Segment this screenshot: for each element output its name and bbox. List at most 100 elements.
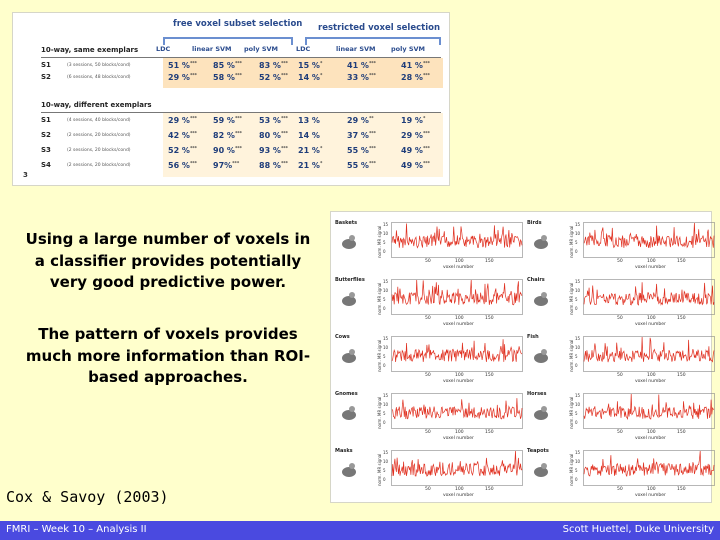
accuracy-value: 55 % bbox=[347, 161, 369, 170]
accuracy-value: 49 % bbox=[401, 146, 423, 155]
x-tick-label: 150 bbox=[485, 316, 494, 321]
x-tick-label: 100 bbox=[455, 430, 464, 435]
accuracy-value: 93 % bbox=[259, 146, 281, 155]
significance-stars: *** bbox=[232, 161, 240, 167]
accuracy-cell: 33 %*** bbox=[347, 73, 376, 82]
y-tick-label: 15 bbox=[383, 393, 389, 398]
significance-stars: *** bbox=[189, 146, 197, 152]
accuracy-cell: 28 %*** bbox=[401, 73, 430, 82]
accuracy-cell: 29 %** bbox=[347, 116, 374, 125]
accuracy-value: 33 % bbox=[347, 73, 369, 82]
plot-frame bbox=[391, 393, 523, 429]
y-tick-label: 15 bbox=[575, 222, 581, 227]
accuracy-value: 41 % bbox=[401, 61, 423, 70]
baskets-icon bbox=[339, 232, 359, 252]
group-bracket-tick bbox=[163, 37, 165, 45]
accuracy-value: 29 % bbox=[168, 73, 190, 82]
accuracy-cell: 41 %*** bbox=[401, 61, 430, 70]
group-bracket-restricted bbox=[305, 37, 441, 39]
plot-frame bbox=[583, 393, 715, 429]
category-label: Horses bbox=[527, 391, 547, 397]
y-tick-label: 0 bbox=[575, 306, 578, 311]
accuracy-cell: 29 %*** bbox=[168, 116, 197, 125]
accuracy-value: 13 % bbox=[298, 116, 320, 125]
signal-line bbox=[583, 282, 715, 306]
y-axis-title: norm. MR signal bbox=[377, 225, 382, 258]
category-label: Gnomes bbox=[335, 391, 358, 397]
accuracy-value: 29 % bbox=[168, 116, 190, 125]
y-tick-label: 10 bbox=[383, 345, 389, 350]
accuracy-value: 90 % bbox=[213, 146, 235, 155]
accuracy-value: 80 % bbox=[259, 131, 281, 140]
category-label: Chairs bbox=[527, 277, 545, 283]
accuracy-cell: 19 %* bbox=[401, 116, 425, 125]
row-subject-label: S2 bbox=[41, 131, 51, 139]
row-subject-label: S4 bbox=[41, 161, 51, 169]
x-tick-label: 100 bbox=[647, 373, 656, 378]
x-tick-label: 50 bbox=[425, 316, 431, 321]
birds-icon bbox=[531, 232, 551, 252]
row-session-info: (2 sessions, 20 blocks/cond) bbox=[67, 148, 131, 153]
y-tick-label: 15 bbox=[383, 279, 389, 284]
accuracy-value: 29 % bbox=[347, 116, 369, 125]
signal-line bbox=[583, 450, 715, 477]
accuracy-cell: 13 % bbox=[298, 116, 320, 125]
y-axis-title: norm. MR signal bbox=[377, 339, 382, 372]
x-axis-title: voxel number bbox=[443, 436, 474, 441]
x-tick-label: 150 bbox=[485, 430, 494, 435]
x-tick-label: 100 bbox=[647, 430, 656, 435]
y-tick-label: 10 bbox=[575, 402, 581, 407]
y-tick-label: 10 bbox=[383, 459, 389, 464]
x-axis-title: voxel number bbox=[635, 265, 666, 270]
voxel-signal-plot bbox=[391, 336, 523, 372]
voxel-signal-plot bbox=[391, 450, 523, 486]
classification-table-figure: free voxel subset selection restricted v… bbox=[12, 12, 450, 186]
row-session-info: (2 sessions, 20 blocks/cond) bbox=[67, 163, 131, 168]
accuracy-cell: 37 %*** bbox=[347, 131, 376, 140]
y-tick-label: 5 bbox=[575, 240, 578, 245]
significance-stars: *** bbox=[422, 73, 430, 79]
accuracy-value: 56 % bbox=[168, 161, 190, 170]
x-tick-label: 150 bbox=[485, 259, 494, 264]
accuracy-value: 58 % bbox=[213, 73, 235, 82]
x-tick-label: 50 bbox=[617, 430, 623, 435]
row-session-info: (2 sessions, 20 blocks/cond) bbox=[67, 133, 131, 138]
x-tick-label: 100 bbox=[647, 487, 656, 492]
accuracy-value: 55 % bbox=[347, 146, 369, 155]
accuracy-cell: 80 %*** bbox=[259, 131, 288, 140]
significance-stars: *** bbox=[280, 61, 288, 67]
plot-frame bbox=[391, 336, 523, 372]
row-session-info: (6 sessions, 48 blocks/cond) bbox=[67, 75, 131, 80]
signal-line bbox=[391, 223, 523, 249]
group-bracket-tick bbox=[305, 37, 307, 45]
x-axis-title: voxel number bbox=[635, 322, 666, 327]
x-tick-label: 150 bbox=[485, 373, 494, 378]
y-axis-title: norm. MR signal bbox=[377, 396, 382, 429]
y-tick-label: 0 bbox=[575, 420, 578, 425]
y-tick-label: 5 bbox=[575, 411, 578, 416]
x-axis-title: voxel number bbox=[443, 322, 474, 327]
table-separator bbox=[41, 112, 441, 113]
x-tick-label: 100 bbox=[455, 316, 464, 321]
row-session-info: (4 sessions, 40 blocks/cond) bbox=[67, 118, 131, 123]
significance-stars: *** bbox=[422, 131, 430, 137]
accuracy-cell: 49 %*** bbox=[401, 146, 430, 155]
significance-stars: *** bbox=[422, 61, 430, 67]
x-tick-label: 150 bbox=[677, 373, 686, 378]
accuracy-cell: 15 %* bbox=[298, 61, 322, 70]
column-header: linear SVM bbox=[192, 45, 232, 53]
y-tick-label: 5 bbox=[383, 354, 386, 359]
y-axis-title: norm. MR signal bbox=[377, 453, 382, 486]
y-tick-label: 5 bbox=[575, 297, 578, 302]
y-tick-label: 10 bbox=[575, 231, 581, 236]
y-axis-title: norm. MR signal bbox=[569, 453, 574, 486]
fish-icon bbox=[531, 346, 551, 366]
citation: Cox & Savoy (2003) bbox=[6, 488, 169, 506]
signal-line bbox=[391, 339, 523, 363]
row-subject-label: S2 bbox=[41, 73, 51, 81]
x-axis-title: voxel number bbox=[635, 493, 666, 498]
accuracy-value: 52 % bbox=[168, 146, 190, 155]
group-bracket-free bbox=[163, 37, 293, 39]
accuracy-cell: 14 %* bbox=[298, 73, 322, 82]
signal-line bbox=[391, 450, 523, 477]
